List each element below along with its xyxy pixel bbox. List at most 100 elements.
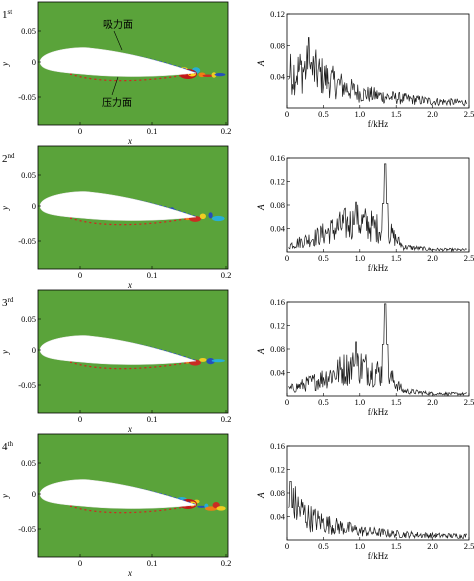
pressure-boundary-layer [69,504,197,514]
spectrum-trace [288,163,468,253]
x-tick-label: 0.5 [318,109,329,119]
y-tick-label: 0.08 [270,344,285,354]
x-tick-label: 1.0 [354,253,365,263]
y-axis-label: A [256,60,266,67]
y-tick-label: 0.05 [21,314,36,324]
x-tick-label: 2.0 [427,253,438,263]
panel-ordinal: 2nd [2,152,15,165]
x-tick-label: 0 [78,270,82,280]
spectrum-trace [288,37,468,107]
y-tick-label: 0.04 [270,368,286,378]
wake-vortex [211,72,217,78]
x-tick-label: 1.5 [391,541,402,551]
y-axis-label: y [0,62,10,67]
y-tick-label: 0.08 [270,488,285,498]
spectrum-trace [288,303,467,397]
y-tick-label: 0.08 [270,200,285,210]
x-tick-label: 0.2 [221,414,232,424]
x-tick-label: 0.5 [318,397,329,407]
y-axis-label: A [256,492,266,499]
spectrum-frame [286,301,470,397]
x-tick-label: 1.0 [354,109,365,119]
x-tick-label: 2.5 [464,397,474,407]
x-tick-label: 2.5 [464,253,474,263]
wake-vortex [197,505,206,508]
pressure-boundary-layer [69,216,197,226]
panel-ordinal-suffix: th [8,440,14,448]
x-tick-label: 2.0 [427,541,438,551]
airfoil [39,335,197,365]
x-tick-label: 1.0 [354,541,365,551]
panel-ordinal-suffix: rd [8,296,14,304]
y-tick-label: 0 [32,201,36,211]
wake-vortex [202,74,214,78]
x-tick-label: 2.0 [427,109,438,119]
y-tick-label: 0.12 [270,321,285,331]
x-tick-label: 0.2 [221,270,232,280]
y-tick-label: 0.12 [270,9,285,19]
x-tick-label: 0.1 [147,558,158,568]
annotation-leader [111,76,119,96]
y-tick-label: -0.05 [18,236,36,246]
y-axis-label: A [256,204,266,211]
y-tick-label: 0.04 [270,72,286,82]
y-tick-label: 0.08 [270,40,285,50]
y-tick-label: 0.12 [270,465,285,475]
y-tick-label: 0.05 [21,170,36,180]
airfoil [39,47,197,77]
x-tick-label: 0.2 [221,558,232,568]
x-tick-label: 0.2 [221,126,232,136]
y-tick-label: 0 [32,489,36,499]
x-tick-label: 0.1 [147,270,158,280]
left-axes: 0.05 0 -0.05 0 0.1 0.2 y x [0,458,232,578]
y-tick-label: 0.16 [270,441,285,451]
left-axes: 0.05 0 -0.05 0 0.1 0.2 y x [0,170,231,290]
y-tick-label: 0.16 [270,153,285,163]
x-axis-label: x [127,136,132,146]
y-axis-label: y [0,494,10,499]
x-tick-label: 0 [285,397,289,407]
x-axis-label: x [127,568,132,576]
spectrum-trace [288,480,468,540]
wake-vortex [206,358,215,365]
wake-vortex [208,212,213,219]
airfoil [39,191,197,221]
pressure-boundary-layer [69,72,197,82]
x-tick-label: 0.1 [147,414,158,424]
y-tick-label: 0.12 [270,177,285,187]
spectrum-frame [286,445,470,541]
y-tick-label: 0.04 [270,224,286,234]
y-tick-label: 0 [32,345,36,355]
y-tick-label: -0.05 [18,380,36,390]
left-axes: 0.05 0 -0.05 0 0.1 0.2 y x [0,314,231,434]
annotation-suction-side: 吸力面 [103,18,133,31]
y-tick-label: -0.05 [18,524,36,534]
panel-ordinal: 1st [2,8,12,21]
panel-ordinal-suffix: st [8,8,13,16]
y-tick-label: -0.05 [18,92,36,102]
wake-vortex [211,359,225,363]
pressure-boundary-layer [69,360,197,370]
x-tick-label: 0 [78,558,82,568]
wake-vortex [211,215,225,222]
y-axis-label: y [0,350,10,355]
y-tick-label: 0.05 [21,26,36,36]
x-axis-label: x [127,424,132,434]
x-tick-label: 0 [285,541,289,551]
spectrum-frame [286,13,470,109]
panel-ordinal: 3rd [2,296,14,309]
x-tick-label: 0 [285,109,289,119]
x-tick-label: 1.5 [391,109,402,119]
wake-vortex [214,72,226,77]
x-tick-label: 2.0 [427,397,438,407]
wake-vortex [199,213,206,220]
x-axis-label: f/kHz [368,119,389,129]
x-tick-label: 0 [285,253,289,263]
airfoil [39,479,197,509]
x-tick-label: 1.0 [354,397,365,407]
x-axis-label: f/kHz [368,263,389,273]
y-axis-label: y [0,206,10,211]
spectrum-frame [286,157,470,253]
